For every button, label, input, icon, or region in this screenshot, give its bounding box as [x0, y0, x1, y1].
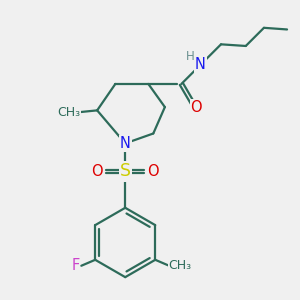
Text: H: H	[186, 50, 195, 63]
Text: O: O	[91, 164, 103, 179]
Text: F: F	[71, 258, 80, 273]
Text: S: S	[120, 163, 131, 181]
Text: O: O	[190, 100, 202, 115]
Text: CH₃: CH₃	[169, 259, 192, 272]
Text: CH₃: CH₃	[58, 106, 81, 118]
Text: O: O	[148, 164, 159, 179]
Text: N: N	[195, 57, 206, 72]
Text: N: N	[120, 136, 131, 151]
